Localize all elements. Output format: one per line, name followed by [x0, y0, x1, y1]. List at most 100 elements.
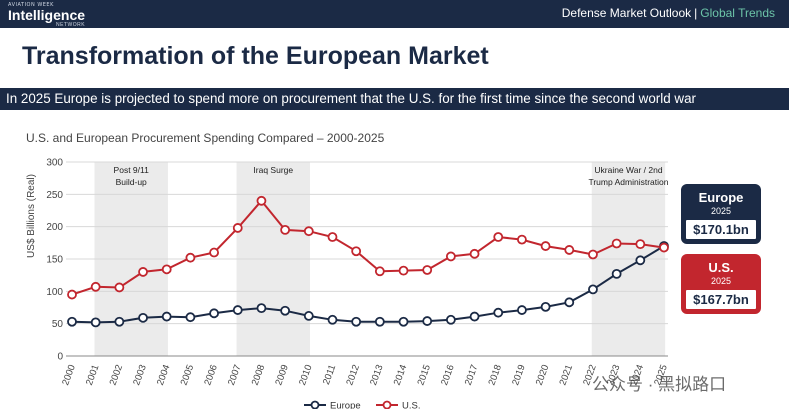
data-point-us-2019 [517, 234, 527, 245]
legend-label-europe: Europe [330, 401, 361, 409]
data-point-europe-2024 [635, 255, 646, 266]
data-point-us-2021 [564, 245, 575, 255]
callout-europe-name: Europe [698, 190, 744, 205]
x-tick-label-2009: 2009 [273, 363, 291, 387]
x-tick-label-2011: 2011 [321, 363, 338, 386]
x-tick-label-2004: 2004 [155, 363, 173, 387]
data-point-us-2017 [469, 248, 480, 259]
y-tick-label-50: 50 [52, 319, 64, 330]
x-tick-label-2013: 2013 [368, 363, 386, 387]
data-point-europe-2019 [517, 305, 527, 315]
annotation-label-2-line2: Trump Administration [588, 177, 668, 187]
data-point-us-2020 [540, 241, 551, 251]
data-point-us-2010 [303, 226, 314, 237]
data-point-europe-2012 [351, 316, 362, 327]
brand-logo[interactable]: AVIATION WEEK Intelligence NETWORK [8, 2, 85, 28]
annotation-labels: Post 9/11 Build-up Iraq Surge Ukraine War /… [114, 165, 669, 187]
data-point-us-2009 [280, 224, 291, 235]
data-point-europe-2006 [209, 308, 219, 319]
x-tick-label-2002: 2002 [108, 363, 126, 387]
data-point-europe-2000 [67, 316, 77, 327]
data-point-europe-2022 [588, 284, 598, 295]
x-tick-label-2017: 2017 [463, 363, 481, 387]
data-point-us-2015 [422, 265, 433, 275]
callout-europe: Europe 2025 $170.1bn [681, 184, 761, 244]
x-tick-label-2021: 2021 [558, 363, 576, 387]
legend-swatch-marker-us [382, 400, 392, 409]
data-point-us-2023 [611, 238, 622, 249]
x-tick-label-2019: 2019 [510, 363, 528, 387]
data-point-us-2013 [374, 266, 385, 277]
series-points [67, 195, 669, 328]
x-axis-ticks: 2000 2001 2002 2003 2004 2005 2006 2007 2008 2009… [60, 363, 670, 387]
data-point-us-2016 [445, 251, 456, 262]
x-tick-label-2018: 2018 [486, 363, 504, 387]
data-point-europe-2009 [280, 305, 291, 316]
data-point-us-2001 [90, 281, 101, 292]
x-tick-label-2005: 2005 [179, 363, 197, 387]
headline-banner: In 2025 Europe is projected to spend mor… [0, 88, 789, 110]
data-point-europe-2017 [469, 311, 480, 322]
data-point-europe-2010 [303, 311, 314, 321]
data-point-europe-2001 [90, 317, 101, 328]
data-point-europe-2003 [138, 312, 148, 323]
data-point-europe-2002 [114, 316, 125, 327]
data-point-us-2003 [138, 267, 148, 277]
x-tick-label-2006: 2006 [202, 363, 220, 387]
annotation-label-0-line2: Build-up [116, 177, 147, 187]
callout-us-year: 2025 [710, 276, 732, 286]
x-tick-label-2007: 2007 [226, 363, 244, 387]
data-point-us-2011 [327, 232, 338, 242]
x-tick-label-2001: 2001 [84, 363, 102, 387]
data-point-europe-2023 [611, 268, 622, 279]
x-tick-label-2015: 2015 [415, 363, 433, 387]
y-tick-label-250: 250 [46, 190, 63, 201]
data-point-us-2025 [659, 242, 669, 253]
nav-global-trends[interactable]: Global Trends [700, 6, 775, 20]
data-point-europe-2021 [564, 297, 575, 308]
data-point-us-2018 [493, 232, 504, 242]
data-point-europe-2016 [445, 314, 456, 325]
x-tick-label-2000: 2000 [60, 363, 78, 387]
data-point-europe-2008 [256, 303, 267, 314]
y-tick-label-150: 150 [46, 255, 63, 266]
y-axis-ticks: 0 50 100 150 200 250 300 [46, 158, 63, 363]
chart-title: U.S. and European Procurement Spending C… [26, 131, 385, 145]
callout-us-name: U.S. [708, 260, 734, 275]
data-point-europe-2014 [398, 316, 409, 327]
top-bar: AVIATION WEEK Intelligence NETWORK Defen… [0, 0, 789, 28]
watermark: 公众号 · 黑拟路口 [592, 375, 727, 394]
data-point-europe-2013 [374, 316, 385, 327]
x-tick-label-2008: 2008 [250, 363, 268, 387]
data-point-europe-2015 [422, 316, 433, 326]
logo-top-text: AVIATION WEEK [8, 2, 54, 8]
chart-legend: Europe U.S. [304, 401, 420, 409]
nav-defense-market-outlook[interactable]: Defense Market Outlook [561, 6, 692, 20]
data-point-europe-2004 [161, 311, 172, 322]
x-tick-label-2014: 2014 [392, 363, 410, 387]
x-tick-label-2016: 2016 [439, 363, 457, 387]
annotation-label-0-line1: Post 9/11 [114, 165, 150, 175]
y-axis-label: US$ Billions (Real) [26, 174, 37, 258]
data-point-us-2012 [351, 246, 362, 257]
annotation-label-1-line1: Iraq Surge [253, 165, 293, 175]
grid-lines [66, 161, 668, 357]
data-point-us-2008 [256, 195, 267, 206]
data-point-us-2000 [67, 289, 77, 300]
data-point-us-2002 [114, 282, 125, 293]
data-point-us-2014 [398, 265, 409, 276]
x-tick-label-2003: 2003 [131, 363, 149, 387]
data-point-europe-2018 [493, 307, 504, 318]
data-point-us-2022 [588, 249, 598, 260]
data-point-us-2006 [209, 247, 219, 258]
data-point-us-2024 [635, 239, 646, 250]
data-point-europe-2011 [327, 314, 338, 325]
top-nav: Defense Market Outlook | Global Trends [562, 6, 775, 20]
y-tick-label-200: 200 [46, 222, 63, 233]
page-title: Transformation of the European Market [22, 42, 489, 70]
logo-main-text: Intelligence [8, 7, 86, 23]
data-point-us-2007 [232, 223, 243, 233]
y-tick-label-0: 0 [57, 352, 63, 363]
legend-label-us: U.S. [402, 401, 420, 409]
